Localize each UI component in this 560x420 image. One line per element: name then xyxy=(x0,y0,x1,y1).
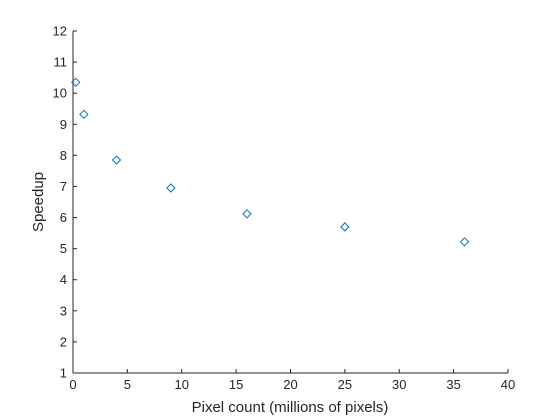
y-tick-label: 10 xyxy=(53,86,67,101)
x-axis-ticks: 0 5 10 15 20 25 30 35 40 xyxy=(69,369,515,392)
data-point xyxy=(166,183,176,193)
data-point xyxy=(340,222,350,232)
y-tick-label: 1 xyxy=(60,366,67,381)
y-tick-label: 5 xyxy=(60,241,67,256)
x-tick-label: 25 xyxy=(338,377,352,392)
x-tick-label: 5 xyxy=(124,377,131,392)
y-tick-label: 4 xyxy=(60,272,67,287)
y-tick-label: 11 xyxy=(54,55,68,70)
y-tick-label: 9 xyxy=(60,117,67,132)
y-tick-label: 7 xyxy=(60,179,67,194)
x-tick-label: 15 xyxy=(229,377,243,392)
y-tick-label: 12 xyxy=(53,24,67,39)
x-axis-label: Pixel count (millions of pixels) xyxy=(192,399,389,416)
data-point xyxy=(111,155,122,165)
data-points xyxy=(71,77,470,247)
data-point xyxy=(79,109,89,120)
y-tick-label: 3 xyxy=(60,303,67,318)
x-tick-label: 35 xyxy=(446,377,460,392)
plot-axes xyxy=(72,31,508,374)
y-tick-label: 8 xyxy=(60,148,67,163)
data-point xyxy=(459,237,470,247)
x-tick-label: 10 xyxy=(175,377,189,392)
x-tick-label: 20 xyxy=(283,377,297,392)
data-point xyxy=(242,209,252,219)
y-tick-label: 6 xyxy=(60,210,67,225)
y-tick-label: 2 xyxy=(60,334,67,349)
y-axis-label: Speedup xyxy=(30,172,47,232)
x-tick-label: 40 xyxy=(501,377,515,392)
x-tick-label: 0 xyxy=(69,377,76,392)
data-point xyxy=(71,77,81,88)
x-tick-label: 30 xyxy=(392,377,406,392)
